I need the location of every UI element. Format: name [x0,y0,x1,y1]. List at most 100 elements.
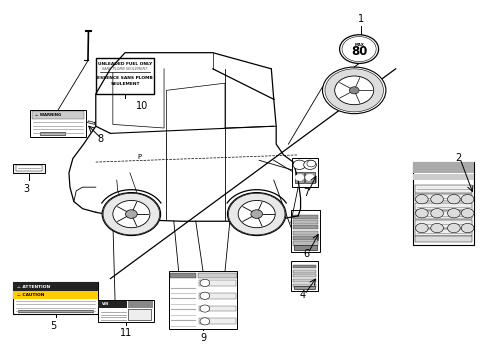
Circle shape [113,201,150,228]
Circle shape [415,194,427,204]
Bar [414,229,471,236]
Bar [128,301,152,308]
Text: UNLEADED FUEL ONLY: UNLEADED FUEL ONLY [98,62,152,66]
Circle shape [306,161,315,167]
Circle shape [200,318,209,325]
Bar [13,282,98,291]
Circle shape [460,224,473,233]
Text: MAX: MAX [353,43,363,47]
Bar [40,132,65,135]
Text: 7: 7 [303,188,309,198]
Circle shape [430,194,443,204]
Circle shape [305,174,313,181]
Circle shape [430,208,443,218]
Bar [412,162,473,244]
Text: SEULEMENT: SEULEMENT [110,82,140,86]
Bar [30,110,86,137]
Bar [292,274,315,278]
Bar [199,306,235,311]
Bar [414,236,471,242]
Text: 8: 8 [97,134,103,144]
Bar [412,174,473,180]
Text: 80: 80 [350,45,366,58]
Bar [13,291,98,299]
Circle shape [200,292,209,299]
Bar [414,211,471,219]
Bar [414,185,471,193]
Bar [199,319,235,324]
Bar [292,231,318,235]
Circle shape [103,193,159,235]
Text: VIN: VIN [102,302,109,306]
Text: 4: 4 [299,290,305,300]
Circle shape [341,37,375,62]
Circle shape [227,193,285,235]
Bar [305,172,314,183]
Bar [414,220,471,228]
Bar [292,215,318,219]
Text: ⚠ WARNING: ⚠ WARNING [35,113,61,117]
Bar [292,225,318,229]
Circle shape [447,208,459,218]
Circle shape [447,194,459,204]
Bar [199,280,235,286]
Text: ⚠ ATTENTION: ⚠ ATTENTION [17,285,50,289]
Bar [128,309,151,320]
Circle shape [200,305,209,312]
Bar [96,58,154,94]
Bar [13,282,98,315]
Circle shape [102,193,160,235]
Text: ⚠ CAUTION: ⚠ CAUTION [17,293,44,297]
Bar [290,261,317,291]
Text: ESSENCE SANS PLOMB: ESSENCE SANS PLOMB [97,76,153,80]
Circle shape [250,210,262,219]
Circle shape [228,193,285,235]
Text: 2: 2 [454,153,461,163]
Circle shape [125,210,137,219]
Text: 11: 11 [120,328,132,338]
Bar [292,270,315,273]
Circle shape [200,279,209,287]
Text: P: P [137,154,142,160]
Circle shape [334,76,373,105]
Text: 5: 5 [50,320,56,330]
Circle shape [447,224,459,233]
Text: 9: 9 [200,333,206,343]
Text: 3: 3 [23,184,29,194]
Circle shape [238,201,275,228]
Bar [292,158,317,187]
Bar [18,310,93,312]
Circle shape [339,35,378,63]
Text: 10: 10 [136,101,148,111]
Bar [414,203,471,210]
Bar [170,273,196,278]
Text: 6: 6 [303,248,309,258]
Circle shape [460,208,473,218]
Bar [292,242,318,246]
Bar [292,284,315,287]
Circle shape [415,224,427,233]
Bar [98,300,154,321]
Circle shape [292,160,305,170]
Bar [32,111,84,119]
Bar [294,172,304,183]
Circle shape [295,174,304,181]
Bar [414,194,471,201]
Bar [168,271,237,329]
Circle shape [325,69,383,112]
Bar [290,211,320,252]
Bar [199,293,235,298]
Circle shape [303,160,316,170]
Circle shape [322,67,385,114]
Text: SANS PLOMB SEULEMENT: SANS PLOMB SEULEMENT [102,67,147,71]
Bar [412,162,473,173]
Circle shape [430,224,443,233]
Circle shape [348,87,358,94]
Circle shape [415,208,427,218]
Bar [16,165,41,171]
Bar [292,236,318,240]
Circle shape [460,194,473,204]
Bar [293,245,317,249]
Bar [292,279,315,282]
Text: 1: 1 [357,14,363,24]
